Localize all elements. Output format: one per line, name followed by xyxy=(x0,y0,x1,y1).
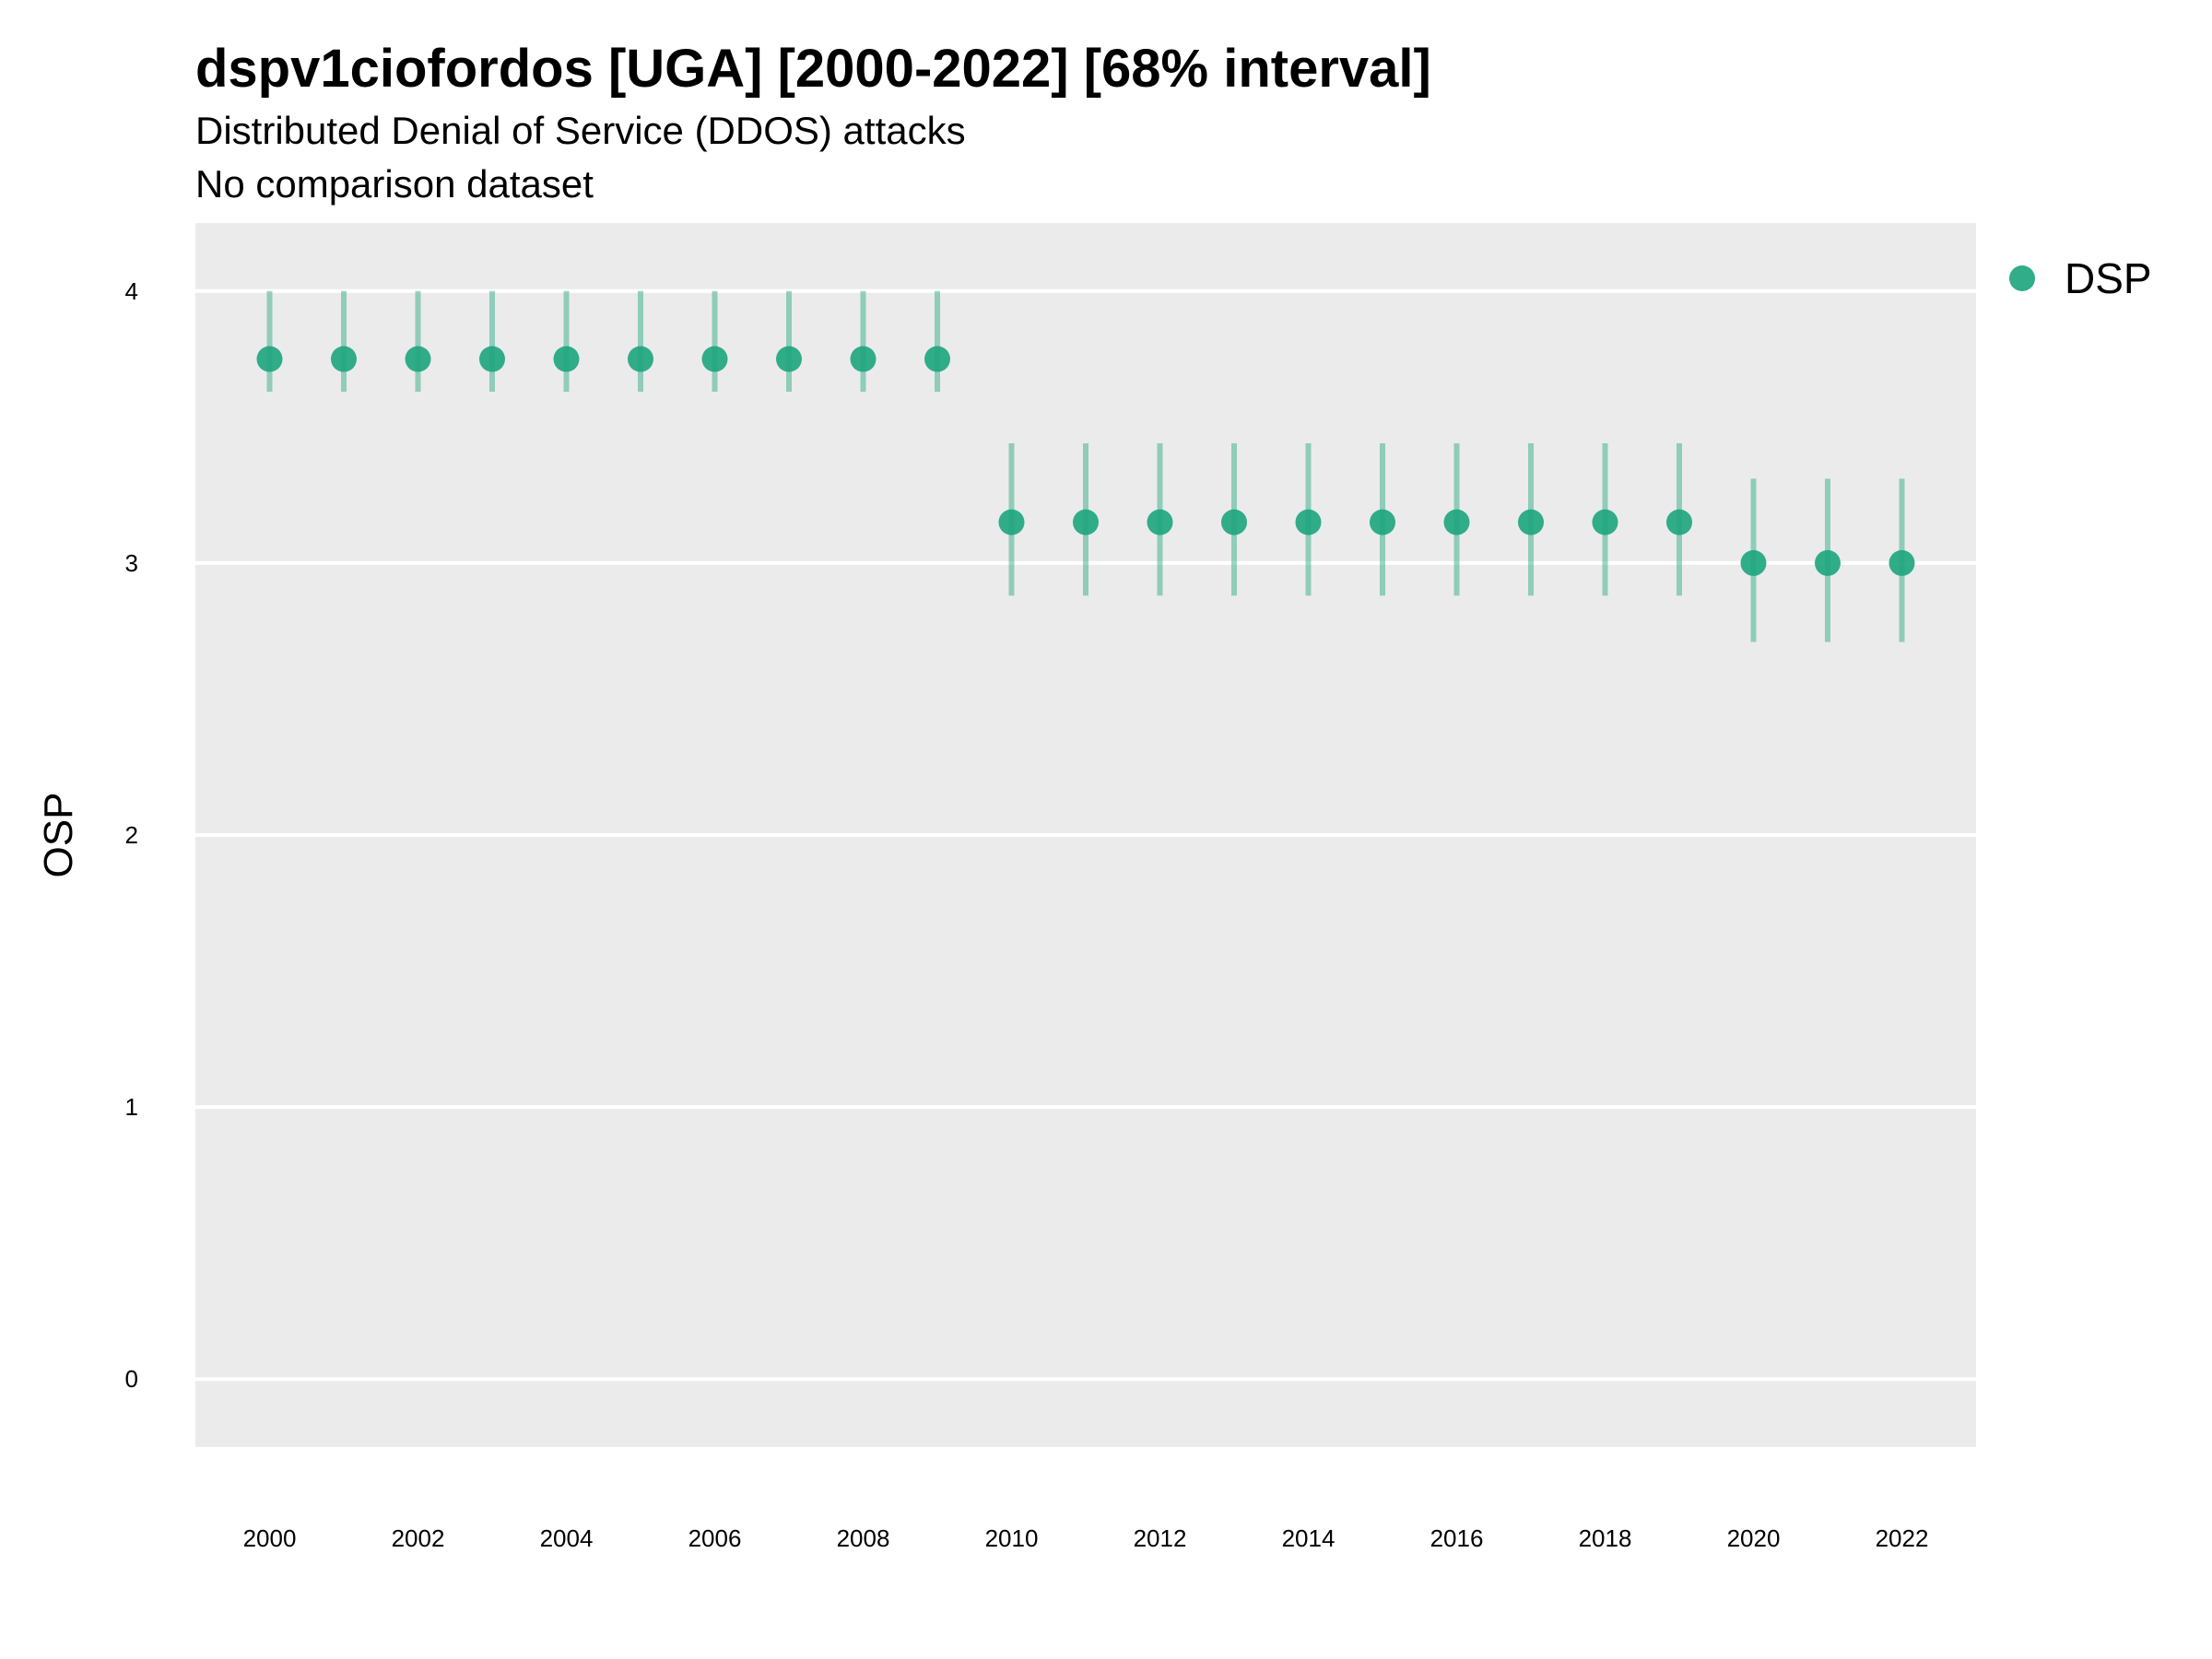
y-tick-labels: 0 1 2 3 4 xyxy=(125,277,138,1393)
legend: DSP xyxy=(2009,254,2152,302)
data-point xyxy=(1592,509,1618,535)
x-tick-label: 2006 xyxy=(688,1524,742,1552)
chart-caption: No comparison dataset xyxy=(195,162,594,206)
data-point xyxy=(1740,549,1767,576)
x-tick-label: 2018 xyxy=(1579,1524,1632,1552)
data-point xyxy=(405,346,431,372)
y-tick-label: 4 xyxy=(125,277,138,305)
data-point xyxy=(553,346,580,372)
x-tick-label: 2010 xyxy=(985,1524,1039,1552)
data-point xyxy=(256,346,283,372)
legend-label-dsp: DSP xyxy=(2065,254,2152,302)
data-point xyxy=(924,346,950,372)
data-point xyxy=(479,346,505,372)
data-point xyxy=(998,509,1025,535)
data-point xyxy=(1221,509,1247,535)
y-axis-title: OSP xyxy=(36,793,81,878)
x-tick-label: 2016 xyxy=(1430,1524,1484,1552)
y-tick-label: 3 xyxy=(125,549,138,577)
data-point xyxy=(1147,509,1173,535)
x-tick-labels: 2000 2002 2004 2006 2008 2010 2012 2014 2016 2018… xyxy=(243,1524,1929,1552)
y-tick-label: 2 xyxy=(125,821,138,849)
x-tick-label: 2022 xyxy=(1876,1524,1929,1552)
data-point xyxy=(850,346,877,372)
legend-key-dsp xyxy=(2009,265,2035,291)
x-tick-label: 2008 xyxy=(837,1524,890,1552)
data-point xyxy=(1295,509,1322,535)
data-point xyxy=(776,346,802,372)
data-point xyxy=(1370,509,1395,535)
data-point xyxy=(1518,509,1544,535)
x-tick-label: 2020 xyxy=(1727,1524,1781,1552)
x-tick-label: 2012 xyxy=(1134,1524,1187,1552)
data-point xyxy=(1443,509,1470,535)
x-tick-label: 2000 xyxy=(243,1524,297,1552)
chart-subtitle: Distributed Denial of Service (DDOS) att… xyxy=(195,109,966,152)
data-point xyxy=(1073,509,1099,535)
data-point xyxy=(701,346,728,372)
chart-title: dspv1ciofordos [UGA] [2000-2022] [68% in… xyxy=(195,39,1431,99)
y-tick-label: 1 xyxy=(125,1093,138,1121)
y-tick-label: 0 xyxy=(125,1365,138,1393)
x-tick-label: 2014 xyxy=(1282,1524,1335,1552)
data-point xyxy=(628,346,653,372)
x-tick-label: 2004 xyxy=(540,1524,594,1552)
data-marks xyxy=(256,290,1915,642)
data-point xyxy=(1666,509,1692,535)
x-tick-label: 2002 xyxy=(392,1524,445,1552)
grid-lines xyxy=(195,288,1976,1382)
data-point xyxy=(1888,549,1915,576)
data-point xyxy=(1815,549,1841,576)
data-point xyxy=(331,346,357,372)
